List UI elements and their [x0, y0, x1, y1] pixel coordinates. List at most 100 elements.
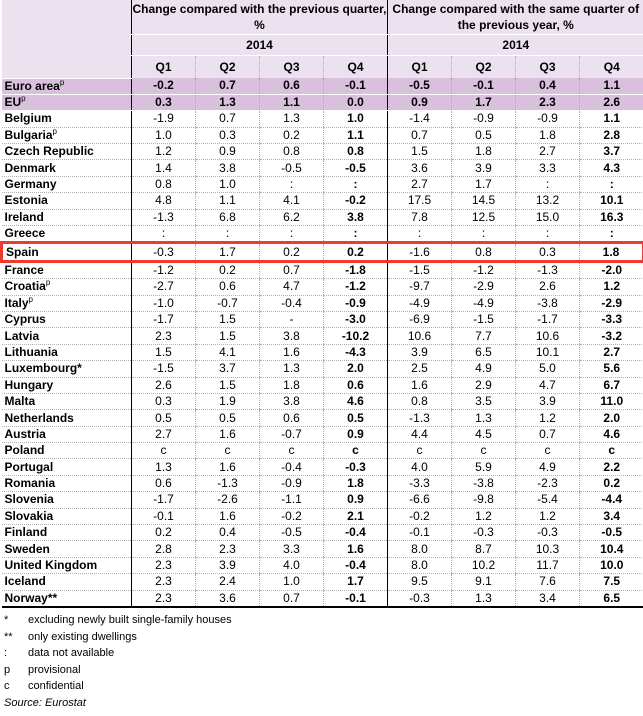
- row-label: Luxembourg*: [1, 360, 132, 378]
- value-cell: 5.9: [451, 458, 516, 476]
- value-cell: 6.7: [578, 377, 643, 394]
- table-row: Ireland -1.3 6.8 6.2 3.8 7.8 12.5 15.0 16.3: [1, 209, 643, 227]
- value-cell: 0.6: [323, 377, 388, 394]
- table-row: Austria 2.7 1.6 -0.7 0.9 4.4 4.5 0.7 4.6: [1, 426, 643, 444]
- country-name: Netherlands: [4, 410, 74, 425]
- row-label: United Kingdom: [1, 557, 132, 575]
- value-cell: 1.7: [451, 176, 516, 194]
- value-cell: -1.2: [323, 278, 388, 296]
- value-cell: -2.3: [515, 475, 580, 493]
- value-cell: 1.6: [195, 508, 260, 526]
- value-cell: 4.9: [515, 458, 580, 476]
- value-cell: 8.7: [451, 540, 516, 558]
- row-label: Slovenia: [1, 491, 132, 509]
- row-label: Greece: [1, 225, 132, 244]
- country-name: Slovenia: [4, 492, 54, 507]
- provisional-marker: p: [21, 94, 26, 104]
- value-cell: 2.7: [387, 176, 452, 194]
- value-cell: 1.1: [259, 94, 324, 112]
- quarter-header-qoq-q2: Q2: [195, 55, 260, 78]
- country-name: Italy: [4, 295, 29, 310]
- table-row: Bulgariap 1.0 0.3 0.2 1.1 0.7 0.5 1.8 2.8: [1, 127, 643, 145]
- value-cell: 1.5: [131, 344, 196, 362]
- country-name: Portugal: [4, 459, 54, 474]
- value-cell: -3.8: [515, 295, 580, 312]
- value-cell: -1.5: [451, 311, 516, 329]
- value-cell: 3.8: [195, 159, 260, 177]
- value-cell: -3.8: [451, 475, 516, 493]
- value-cell: 1.3: [259, 110, 324, 128]
- footnote-text: confidential: [28, 680, 84, 692]
- value-cell: 0.3: [131, 94, 196, 112]
- group-header-previous-quarter: Change compared with the previous quarte…: [131, 0, 388, 35]
- value-cell: -0.1: [323, 78, 388, 95]
- country-name: Croatia: [4, 279, 46, 294]
- value-cell: 4.0: [387, 458, 452, 476]
- value-cell: 4.6: [578, 426, 643, 444]
- quarter-header-yoy-q4: Q4: [578, 55, 643, 78]
- value-cell: 2.0: [323, 360, 388, 378]
- value-cell: 0.7: [195, 110, 260, 128]
- value-cell: 4.0: [259, 557, 324, 575]
- value-cell: 0.7: [259, 590, 324, 608]
- value-cell: 1.0: [131, 127, 196, 145]
- value-cell: 5.0: [515, 360, 580, 378]
- provisional-marker: p: [59, 77, 65, 87]
- country-name: EU: [4, 95, 22, 110]
- value-cell: :: [515, 225, 580, 244]
- value-cell: -1.7: [515, 311, 580, 329]
- value-cell: -1.7: [131, 311, 196, 329]
- value-cell: 0.9: [195, 143, 260, 161]
- value-cell: -0.2: [131, 78, 196, 95]
- row-label: Netherlands: [1, 409, 132, 427]
- footnote-text: excluding newly built single-family hous…: [28, 614, 232, 626]
- value-cell: 0.5: [323, 409, 388, 427]
- value-cell: -0.3: [323, 458, 388, 476]
- value-cell: 11.0: [578, 393, 643, 411]
- value-cell: 1.6: [259, 344, 324, 362]
- value-cell: -4.9: [387, 295, 452, 312]
- value-cell: 0.7: [387, 127, 452, 145]
- value-cell: -0.3: [515, 524, 580, 542]
- value-cell: 10.6: [387, 327, 452, 345]
- value-cell: 1.2: [578, 278, 643, 296]
- value-cell: 0.9: [323, 491, 388, 509]
- value-cell: -0.4: [323, 524, 388, 542]
- value-cell: -0.5: [387, 78, 452, 95]
- value-cell: 1.0: [323, 110, 388, 128]
- value-cell: 0.2: [259, 127, 324, 145]
- value-cell: 0.4: [195, 524, 260, 542]
- value-cell: -1.3: [515, 261, 580, 280]
- value-cell: -0.9: [323, 295, 388, 312]
- country-name: Cyprus: [4, 312, 46, 327]
- value-cell: 1.6: [323, 540, 388, 558]
- country-name: Latvia: [4, 328, 40, 343]
- country-name: Denmark: [4, 160, 56, 175]
- table-row: Cyprus -1.7 1.5- -3.0 -6.9 -1.5 -1.7 -3.3: [1, 311, 643, 329]
- value-cell: 0.5: [195, 409, 260, 427]
- value-cell: -0.2: [387, 508, 452, 526]
- value-cell: -0.5: [578, 524, 643, 542]
- value-cell: :: [515, 176, 580, 194]
- value-cell: 14.5: [451, 192, 516, 210]
- value-cell: -6.6: [387, 491, 452, 509]
- value-cell: :: [131, 225, 196, 244]
- value-cell: 1.1: [578, 78, 643, 95]
- country-name: Czech Republic: [4, 144, 94, 159]
- row-label: Slovakia: [1, 508, 132, 526]
- table-body: Euro areap -0.2 0.7 0.6 -0.1 -0.5 -0.1 0.4 1.1 EU…: [0, 77, 643, 608]
- value-cell: -1.6: [387, 241, 452, 263]
- value-cell: c: [195, 442, 260, 460]
- country-name: Finland: [4, 525, 48, 540]
- row-label: Austria: [1, 426, 132, 444]
- value-cell: -0.5: [323, 159, 388, 177]
- value-cell: 10.1: [515, 344, 580, 362]
- value-cell: 2.3: [515, 94, 580, 112]
- value-cell: 3.9: [451, 159, 516, 177]
- country-name: Greece: [4, 226, 46, 241]
- value-cell: -0.1: [387, 524, 452, 542]
- value-cell: 0.0: [323, 94, 388, 112]
- source-note: Source: Eurostat: [4, 696, 86, 709]
- value-cell: 1.8: [323, 475, 388, 493]
- value-cell: 6.5: [578, 590, 643, 608]
